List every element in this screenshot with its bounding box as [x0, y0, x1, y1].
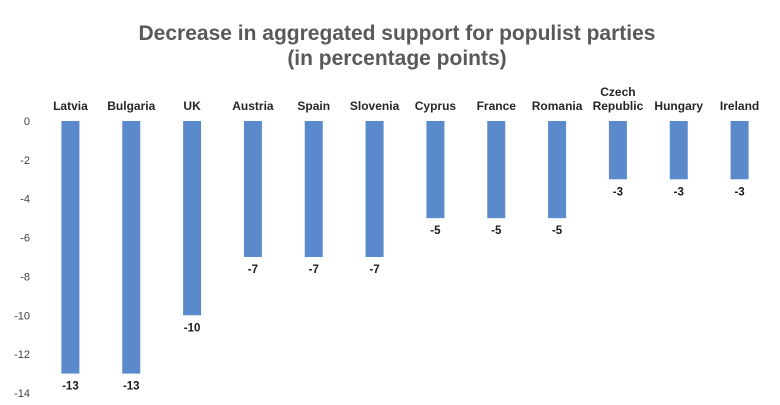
category-labels: Latvia Bulgaria UK Austria Spain Slovenia Cypr…: [53, 85, 759, 113]
category-label: Romania: [532, 99, 583, 113]
bar: [243, 121, 262, 257]
bar: [730, 121, 749, 180]
bar: [487, 121, 506, 219]
bar: [365, 121, 384, 257]
category-label: UK: [183, 99, 201, 113]
y-tick-label: -6: [20, 233, 30, 245]
bar: [426, 121, 445, 219]
y-tick-label: -10: [14, 310, 30, 322]
data-label: -13: [123, 381, 140, 393]
chart-title-line-2: (in percentage points): [287, 47, 506, 70]
category-label: Austria: [232, 99, 274, 113]
category-label: Republic: [593, 99, 644, 113]
y-tick-label: 0: [24, 116, 30, 128]
y-tick-label: -2: [20, 155, 30, 167]
data-label: -7: [309, 264, 319, 276]
data-label: -7: [369, 264, 379, 276]
bar: [122, 121, 141, 374]
data-label: -10: [184, 322, 201, 334]
data-label: -5: [430, 225, 441, 237]
chart-title-line-1: Decrease in aggregated support for popul…: [139, 22, 656, 45]
data-label: -7: [248, 264, 258, 276]
category-label: Hungary: [654, 99, 703, 113]
bar: [669, 121, 688, 180]
data-label: -13: [62, 381, 79, 393]
category-label: Ireland: [720, 99, 759, 113]
y-tick-label: -12: [14, 349, 30, 361]
bars-group: [61, 121, 749, 374]
category-label: Bulgaria: [107, 99, 155, 113]
data-label: -5: [491, 225, 502, 237]
y-axis: 0 -2 -4 -6 -8 -10 -12 -14: [14, 116, 30, 400]
category-label: Spain: [297, 99, 330, 113]
y-tick-label: -4: [20, 194, 30, 206]
bar: [548, 121, 567, 219]
category-label: Cyprus: [415, 99, 457, 113]
y-tick-label: -14: [14, 388, 30, 400]
y-tick-label: -8: [20, 271, 30, 283]
bar: [304, 121, 323, 257]
data-label: -3: [613, 186, 623, 198]
category-label: Latvia: [53, 99, 88, 113]
category-label: Czech: [600, 85, 635, 99]
category-label: Slovenia: [350, 99, 400, 113]
bar: [183, 121, 202, 316]
bar: [608, 121, 627, 180]
data-label: -3: [734, 186, 744, 198]
data-label: -3: [674, 186, 684, 198]
bar: [61, 121, 80, 374]
category-label: France: [477, 99, 517, 113]
data-label: -5: [552, 225, 563, 237]
data-labels: -13 -13 -10 -7 -7 -7 -5 -5 -5 -3 -3 -3: [62, 186, 745, 392]
